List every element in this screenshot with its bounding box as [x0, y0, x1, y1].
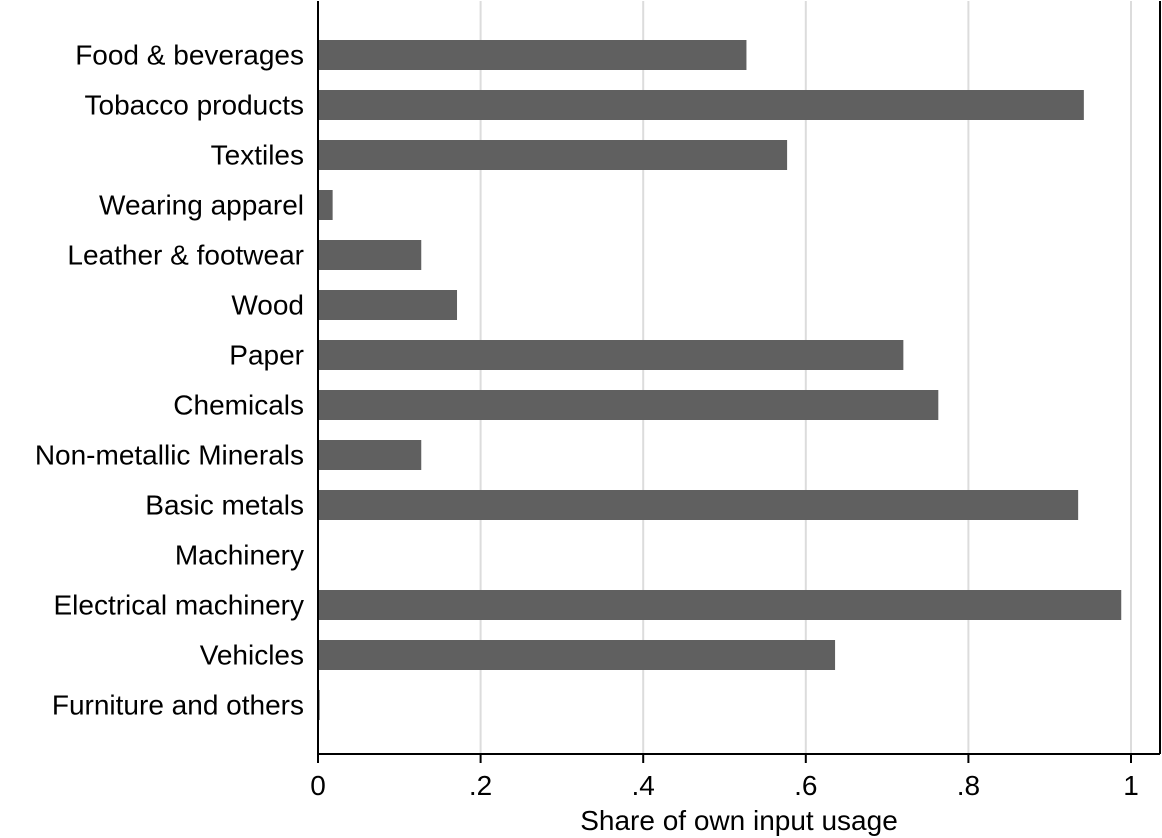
bar-8: [318, 440, 422, 470]
category-label-0: Food & beverages: [75, 40, 304, 71]
category-label-2: Textiles: [211, 140, 304, 171]
category-label-11: Electrical machinery: [53, 590, 304, 621]
x-tick-label-0: 0: [310, 770, 326, 801]
bar-12: [318, 640, 836, 670]
x-tick-label-3: .6: [794, 770, 817, 801]
x-tick-label-5: 1: [1123, 770, 1139, 801]
bar-1: [318, 90, 1084, 120]
x-axis-ticks: 0 .2 .4 .6 .8 1: [310, 754, 1139, 801]
bar-4: [318, 240, 422, 270]
category-label-13: Furniture and others: [52, 690, 304, 721]
category-label-4: Leather & footwear: [67, 240, 304, 271]
axes: [317, 1, 1161, 755]
x-tick-label-1: .2: [469, 770, 492, 801]
category-label-8: Non-metallic Minerals: [35, 440, 304, 471]
gridlines: [479, 1, 1132, 754]
bar-5: [318, 290, 458, 320]
bars: [318, 40, 1122, 720]
bar-6: [318, 340, 904, 370]
bar-9: [318, 490, 1079, 520]
category-label-3: Wearing apparel: [99, 190, 304, 221]
bar-7: [318, 390, 939, 420]
bar-0: [318, 40, 747, 70]
category-label-1: Tobacco products: [85, 90, 304, 121]
x-tick-label-4: .8: [957, 770, 980, 801]
category-label-7: Chemicals: [173, 390, 304, 421]
bar-3: [318, 190, 333, 220]
category-label-5: Wood: [231, 290, 304, 321]
bar-11: [318, 590, 1122, 620]
category-label-6: Paper: [229, 340, 304, 371]
x-tick-label-2: .4: [632, 770, 655, 801]
bar-2: [318, 140, 788, 170]
category-label-12: Vehicles: [200, 640, 304, 671]
category-labels: Food & beverages Tobacco products Textiles…: [35, 40, 304, 721]
x-axis-title: Share of own input usage: [580, 805, 898, 836]
category-label-10: Machinery: [175, 540, 304, 571]
category-label-9: Basic metals: [145, 490, 304, 521]
